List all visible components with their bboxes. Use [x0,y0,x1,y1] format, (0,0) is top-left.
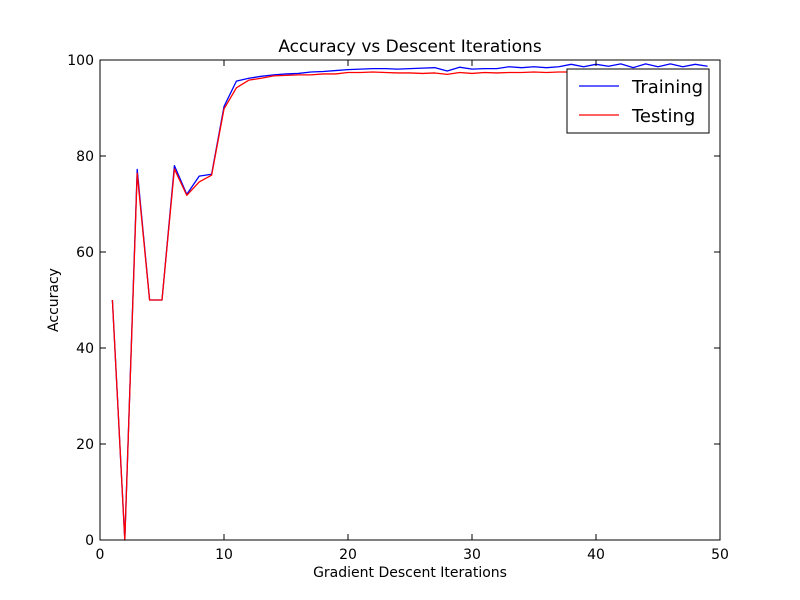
legend: Training Testing [566,68,710,134]
x-tick-label: 50 [711,547,729,563]
y-tick-label: 0 [85,533,94,549]
y-tick-label: 60 [76,245,94,261]
x-tick-label: 40 [587,547,605,563]
series-line-training [111,63,708,541]
x-tick-label: 10 [215,547,233,563]
series-line-testing [111,70,708,541]
plot-frame [99,59,721,541]
x-tick-label: 20 [339,547,357,563]
y-tick-label: 20 [76,437,94,453]
plot-area: 0 10 20 30 40 50 0 20 40 60 80 100 [67,53,729,563]
legend-label-testing: Testing [631,106,695,127]
y-axis-label: Accuracy [46,268,62,332]
chart-title: Accuracy vs Descent Iterations [278,37,542,57]
y-tick-label: 40 [76,341,94,357]
x-tick-label: 0 [96,547,105,563]
y-tick-label: 80 [76,149,94,165]
x-axis-label: Gradient Descent Iterations [313,565,507,581]
x-tick-label: 30 [463,547,481,563]
legend-box [566,68,710,134]
y-tick-label: 100 [67,53,94,69]
legend-label-training: Training [631,77,703,98]
